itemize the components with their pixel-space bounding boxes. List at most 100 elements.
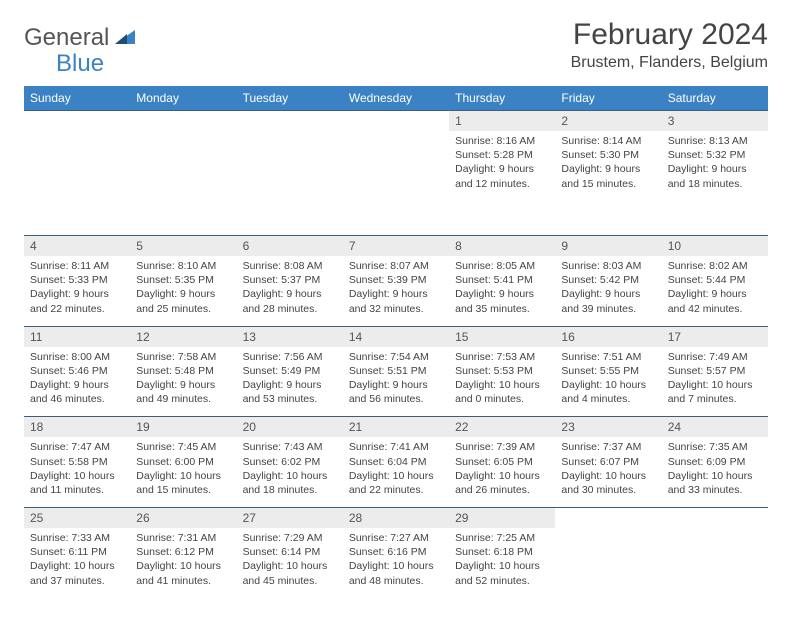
day-header-cell: Monday xyxy=(130,86,236,111)
day-number: 6 xyxy=(237,236,343,256)
day-data: Sunrise: 8:10 AMSunset: 5:35 PMDaylight:… xyxy=(130,256,236,326)
month-title: February 2024 xyxy=(571,18,768,52)
day-number: 22 xyxy=(449,417,555,437)
day-cell: 25Sunrise: 7:33 AMSunset: 6:11 PMDayligh… xyxy=(24,508,130,632)
day-data: Sunrise: 7:37 AMSunset: 6:07 PMDaylight:… xyxy=(555,437,661,507)
day-number: 12 xyxy=(130,327,236,347)
day-cell: 4Sunrise: 8:11 AMSunset: 5:33 PMDaylight… xyxy=(24,236,130,327)
day-number: 15 xyxy=(449,327,555,347)
day-data: Sunrise: 8:03 AMSunset: 5:42 PMDaylight:… xyxy=(555,256,661,326)
day-number: 20 xyxy=(237,417,343,437)
day-data: Sunrise: 7:35 AMSunset: 6:09 PMDaylight:… xyxy=(662,437,768,507)
day-cell: 5Sunrise: 8:10 AMSunset: 5:35 PMDaylight… xyxy=(130,236,236,327)
day-cell: 19Sunrise: 7:45 AMSunset: 6:00 PMDayligh… xyxy=(130,417,236,508)
day-data: Sunrise: 8:00 AMSunset: 5:46 PMDaylight:… xyxy=(24,347,130,417)
day-cell xyxy=(130,111,236,236)
day-number: 25 xyxy=(24,508,130,528)
brand-name-2-wrap: Blue xyxy=(56,50,792,78)
week-row: 4Sunrise: 8:11 AMSunset: 5:33 PMDaylight… xyxy=(24,236,768,327)
day-number: 16 xyxy=(555,327,661,347)
day-data: Sunrise: 8:08 AMSunset: 5:37 PMDaylight:… xyxy=(237,256,343,326)
day-number: 9 xyxy=(555,236,661,256)
day-number: 24 xyxy=(662,417,768,437)
day-data: Sunrise: 8:14 AMSunset: 5:30 PMDaylight:… xyxy=(555,131,661,201)
day-data: Sunrise: 7:29 AMSunset: 6:14 PMDaylight:… xyxy=(237,528,343,598)
day-number: 10 xyxy=(662,236,768,256)
day-data: Sunrise: 7:53 AMSunset: 5:53 PMDaylight:… xyxy=(449,347,555,417)
day-data: Sunrise: 7:39 AMSunset: 6:05 PMDaylight:… xyxy=(449,437,555,507)
day-cell xyxy=(662,508,768,632)
day-data: Sunrise: 8:16 AMSunset: 5:28 PMDaylight:… xyxy=(449,131,555,201)
day-number: 26 xyxy=(130,508,236,528)
week-row: 25Sunrise: 7:33 AMSunset: 6:11 PMDayligh… xyxy=(24,508,768,632)
day-cell: 16Sunrise: 7:51 AMSunset: 5:55 PMDayligh… xyxy=(555,326,661,417)
day-cell: 29Sunrise: 7:25 AMSunset: 6:18 PMDayligh… xyxy=(449,508,555,632)
day-number: 18 xyxy=(24,417,130,437)
triangle-icon xyxy=(115,28,137,49)
day-cell: 11Sunrise: 8:00 AMSunset: 5:46 PMDayligh… xyxy=(24,326,130,417)
brand-logo: General xyxy=(24,18,139,52)
day-cell: 22Sunrise: 7:39 AMSunset: 6:05 PMDayligh… xyxy=(449,417,555,508)
day-data: Sunrise: 8:13 AMSunset: 5:32 PMDaylight:… xyxy=(662,131,768,201)
day-number: 17 xyxy=(662,327,768,347)
day-header-cell: Wednesday xyxy=(343,86,449,111)
day-cell xyxy=(343,111,449,236)
day-cell: 1Sunrise: 8:16 AMSunset: 5:28 PMDaylight… xyxy=(449,111,555,236)
week-row: 1Sunrise: 8:16 AMSunset: 5:28 PMDaylight… xyxy=(24,111,768,236)
week-row: 11Sunrise: 8:00 AMSunset: 5:46 PMDayligh… xyxy=(24,326,768,417)
brand-name-2: Blue xyxy=(56,50,104,77)
day-cell: 27Sunrise: 7:29 AMSunset: 6:14 PMDayligh… xyxy=(237,508,343,632)
day-number: 23 xyxy=(555,417,661,437)
day-data: Sunrise: 7:45 AMSunset: 6:00 PMDaylight:… xyxy=(130,437,236,507)
day-number: 28 xyxy=(343,508,449,528)
day-header-row: SundayMondayTuesdayWednesdayThursdayFrid… xyxy=(24,86,768,111)
day-header-cell: Saturday xyxy=(662,86,768,111)
day-data: Sunrise: 7:56 AMSunset: 5:49 PMDaylight:… xyxy=(237,347,343,417)
day-cell: 7Sunrise: 8:07 AMSunset: 5:39 PMDaylight… xyxy=(343,236,449,327)
day-data: Sunrise: 7:51 AMSunset: 5:55 PMDaylight:… xyxy=(555,347,661,417)
day-data: Sunrise: 7:41 AMSunset: 6:04 PMDaylight:… xyxy=(343,437,449,507)
day-cell: 9Sunrise: 8:03 AMSunset: 5:42 PMDaylight… xyxy=(555,236,661,327)
day-cell: 2Sunrise: 8:14 AMSunset: 5:30 PMDaylight… xyxy=(555,111,661,236)
day-data: Sunrise: 7:47 AMSunset: 5:58 PMDaylight:… xyxy=(24,437,130,507)
day-number: 27 xyxy=(237,508,343,528)
day-data: Sunrise: 8:05 AMSunset: 5:41 PMDaylight:… xyxy=(449,256,555,326)
day-data: Sunrise: 8:11 AMSunset: 5:33 PMDaylight:… xyxy=(24,256,130,326)
day-header-cell: Tuesday xyxy=(237,86,343,111)
day-data: Sunrise: 7:31 AMSunset: 6:12 PMDaylight:… xyxy=(130,528,236,598)
calendar-table: SundayMondayTuesdayWednesdayThursdayFrid… xyxy=(24,86,768,632)
day-number: 5 xyxy=(130,236,236,256)
day-number: 8 xyxy=(449,236,555,256)
day-cell: 13Sunrise: 7:56 AMSunset: 5:49 PMDayligh… xyxy=(237,326,343,417)
day-data: Sunrise: 7:49 AMSunset: 5:57 PMDaylight:… xyxy=(662,347,768,417)
day-header-cell: Sunday xyxy=(24,86,130,111)
day-data: Sunrise: 7:58 AMSunset: 5:48 PMDaylight:… xyxy=(130,347,236,417)
day-cell: 17Sunrise: 7:49 AMSunset: 5:57 PMDayligh… xyxy=(662,326,768,417)
day-cell xyxy=(24,111,130,236)
day-number: 13 xyxy=(237,327,343,347)
day-number: 3 xyxy=(662,111,768,131)
day-number: 14 xyxy=(343,327,449,347)
day-cell: 8Sunrise: 8:05 AMSunset: 5:41 PMDaylight… xyxy=(449,236,555,327)
day-cell: 6Sunrise: 8:08 AMSunset: 5:37 PMDaylight… xyxy=(237,236,343,327)
week-row: 18Sunrise: 7:47 AMSunset: 5:58 PMDayligh… xyxy=(24,417,768,508)
day-cell: 24Sunrise: 7:35 AMSunset: 6:09 PMDayligh… xyxy=(662,417,768,508)
day-data: Sunrise: 7:27 AMSunset: 6:16 PMDaylight:… xyxy=(343,528,449,598)
day-cell: 23Sunrise: 7:37 AMSunset: 6:07 PMDayligh… xyxy=(555,417,661,508)
day-header-cell: Thursday xyxy=(449,86,555,111)
day-data: Sunrise: 8:07 AMSunset: 5:39 PMDaylight:… xyxy=(343,256,449,326)
day-header-cell: Friday xyxy=(555,86,661,111)
day-cell: 26Sunrise: 7:31 AMSunset: 6:12 PMDayligh… xyxy=(130,508,236,632)
day-cell: 28Sunrise: 7:27 AMSunset: 6:16 PMDayligh… xyxy=(343,508,449,632)
day-data: Sunrise: 7:25 AMSunset: 6:18 PMDaylight:… xyxy=(449,528,555,598)
day-cell: 15Sunrise: 7:53 AMSunset: 5:53 PMDayligh… xyxy=(449,326,555,417)
day-cell: 18Sunrise: 7:47 AMSunset: 5:58 PMDayligh… xyxy=(24,417,130,508)
day-cell xyxy=(237,111,343,236)
day-cell: 21Sunrise: 7:41 AMSunset: 6:04 PMDayligh… xyxy=(343,417,449,508)
day-number: 2 xyxy=(555,111,661,131)
day-number: 21 xyxy=(343,417,449,437)
day-number: 4 xyxy=(24,236,130,256)
day-cell: 14Sunrise: 7:54 AMSunset: 5:51 PMDayligh… xyxy=(343,326,449,417)
day-number: 29 xyxy=(449,508,555,528)
day-data: Sunrise: 8:02 AMSunset: 5:44 PMDaylight:… xyxy=(662,256,768,326)
